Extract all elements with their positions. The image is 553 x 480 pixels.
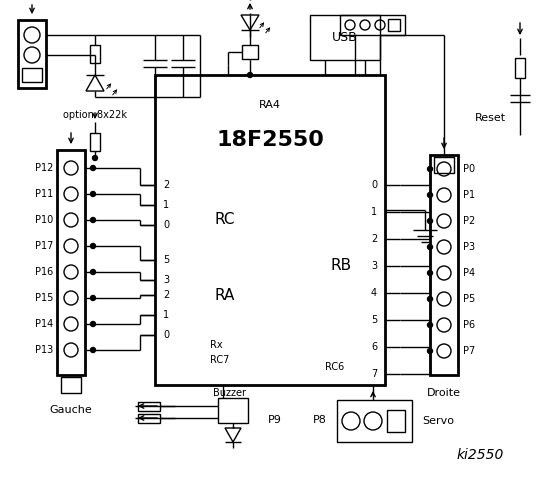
- Circle shape: [427, 167, 432, 171]
- Bar: [337, 400, 412, 442]
- Text: 1: 1: [163, 200, 169, 210]
- Circle shape: [91, 243, 96, 249]
- Text: RC6: RC6: [325, 362, 345, 372]
- Text: 18F2550: 18F2550: [216, 130, 324, 150]
- Circle shape: [427, 348, 432, 353]
- Text: Servo: Servo: [422, 416, 454, 426]
- Text: 2: 2: [163, 180, 169, 190]
- Text: P8: P8: [313, 415, 327, 425]
- Text: P10: P10: [35, 215, 53, 225]
- Text: P17: P17: [35, 241, 53, 251]
- Text: P6: P6: [463, 320, 475, 330]
- Text: P3: P3: [463, 242, 475, 252]
- Text: P4: P4: [463, 268, 475, 278]
- Bar: [515, 58, 525, 78]
- Text: 3: 3: [163, 275, 169, 285]
- Text: P0: P0: [463, 164, 475, 174]
- Text: RB: RB: [330, 257, 351, 273]
- Text: 4: 4: [371, 288, 377, 298]
- Bar: [434, 157, 454, 173]
- Bar: [218, 398, 248, 423]
- Circle shape: [427, 271, 432, 276]
- Bar: [310, 15, 380, 60]
- Text: Buzzer: Buzzer: [213, 388, 247, 398]
- Circle shape: [427, 297, 432, 301]
- Text: Reset: Reset: [474, 113, 505, 123]
- Circle shape: [427, 244, 432, 250]
- Text: RA4: RA4: [259, 100, 281, 110]
- Text: 2: 2: [163, 290, 169, 300]
- Text: P14: P14: [35, 319, 53, 329]
- Bar: [430, 155, 458, 375]
- Bar: [388, 19, 400, 31]
- Bar: [242, 45, 258, 59]
- Text: P7: P7: [463, 346, 475, 356]
- Text: P1: P1: [463, 190, 475, 200]
- Circle shape: [91, 217, 96, 223]
- Text: 1: 1: [163, 310, 169, 320]
- Text: 7: 7: [371, 369, 377, 379]
- Text: RC: RC: [215, 213, 236, 228]
- Text: RA: RA: [215, 288, 236, 302]
- Text: 6: 6: [371, 342, 377, 352]
- Text: 0: 0: [163, 220, 169, 230]
- Circle shape: [91, 348, 96, 352]
- Text: P12: P12: [35, 163, 53, 173]
- Circle shape: [91, 296, 96, 300]
- Text: 2: 2: [371, 234, 377, 244]
- Bar: [138, 402, 160, 411]
- Text: P15: P15: [35, 293, 53, 303]
- Bar: [22, 68, 42, 82]
- Text: 1: 1: [371, 207, 377, 217]
- Circle shape: [427, 192, 432, 197]
- Bar: [155, 75, 385, 385]
- Text: 5: 5: [371, 315, 377, 325]
- Text: P13: P13: [35, 345, 53, 355]
- Text: P2: P2: [463, 216, 475, 226]
- Text: P11: P11: [35, 189, 53, 199]
- Text: Droite: Droite: [427, 388, 461, 398]
- Text: 3: 3: [371, 261, 377, 271]
- Circle shape: [91, 269, 96, 275]
- Bar: [18, 20, 46, 88]
- Text: P5: P5: [463, 294, 475, 304]
- Text: 5: 5: [163, 255, 169, 265]
- Text: option 8x22k: option 8x22k: [63, 110, 127, 120]
- Circle shape: [91, 192, 96, 196]
- Text: USB: USB: [332, 31, 358, 44]
- Circle shape: [427, 218, 432, 224]
- Bar: [90, 133, 100, 151]
- Text: P9: P9: [268, 415, 282, 425]
- Text: 0: 0: [163, 330, 169, 340]
- Text: 0: 0: [371, 180, 377, 190]
- Bar: [138, 414, 160, 423]
- Bar: [57, 150, 85, 375]
- Text: Gauche: Gauche: [50, 405, 92, 415]
- Text: P16: P16: [35, 267, 53, 277]
- Bar: [61, 377, 81, 393]
- Text: ki2550: ki2550: [456, 448, 504, 462]
- Text: Rx: Rx: [210, 340, 223, 350]
- Text: RC7: RC7: [210, 355, 229, 365]
- Bar: [387, 410, 405, 432]
- Bar: [340, 15, 405, 35]
- Circle shape: [92, 156, 97, 160]
- Circle shape: [248, 72, 253, 77]
- Circle shape: [91, 166, 96, 170]
- Circle shape: [427, 323, 432, 327]
- Bar: [90, 45, 100, 63]
- Circle shape: [91, 322, 96, 326]
